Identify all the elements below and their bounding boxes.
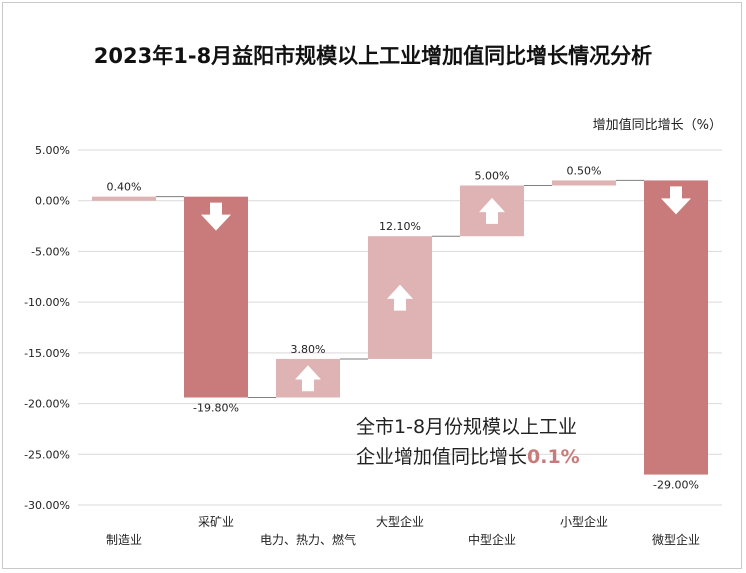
category-label: 采矿业: [198, 515, 234, 529]
unit-label: 增加值同比增长（%）: [592, 118, 722, 133]
y-tick-label: -10.00%: [24, 296, 70, 309]
category-label: 大型企业: [376, 514, 424, 529]
summary-note: 全市1-8月份规模以上工业 企业增加值同比增长0.1%: [356, 412, 580, 472]
bar-6: [552, 180, 616, 186]
summary-note-highlight: 0.1%: [527, 446, 580, 468]
category-label: 电力、热力、燃气: [260, 532, 356, 547]
data-label: 0.50%: [567, 164, 602, 177]
category-label: 制造业: [106, 533, 142, 547]
y-tick-label: -25.00%: [24, 448, 70, 461]
summary-note-line2: 企业增加值同比增长0.1%: [356, 442, 580, 472]
category-label: 中型企业: [468, 532, 516, 547]
bar-1: [92, 196, 156, 201]
category-label: 小型企业: [560, 514, 608, 529]
data-label: 12.10%: [379, 220, 421, 233]
arrow-down-icon: [661, 186, 691, 215]
chart-title: 2023年1-8月益阳市规模以上工业增加值同比增长情况分析: [93, 44, 653, 68]
y-tick-label: 5.00%: [35, 144, 70, 157]
data-label: 5.00%: [475, 170, 510, 183]
arrow-down-icon: [201, 202, 231, 231]
y-tick-label: -15.00%: [24, 347, 70, 360]
data-label: -19.80%: [193, 401, 239, 414]
arrow-up-icon: [295, 365, 321, 392]
y-tick-label: -5.00%: [31, 245, 70, 258]
data-label: 3.80%: [291, 343, 326, 356]
y-tick-label: -20.00%: [24, 398, 70, 411]
category-label: 微型企业: [652, 532, 700, 547]
arrow-up-icon: [387, 284, 413, 311]
arrow-up-icon: [479, 197, 505, 224]
summary-note-line1: 全市1-8月份规模以上工业: [356, 416, 578, 438]
data-label: -29.00%: [653, 479, 699, 492]
summary-note-prefix: 企业增加值同比增长: [356, 446, 528, 468]
data-label: 0.40%: [107, 181, 142, 194]
y-tick-label: 0.00%: [35, 195, 70, 208]
bar-7: [644, 180, 708, 475]
y-tick-label: -30.00%: [24, 499, 70, 512]
